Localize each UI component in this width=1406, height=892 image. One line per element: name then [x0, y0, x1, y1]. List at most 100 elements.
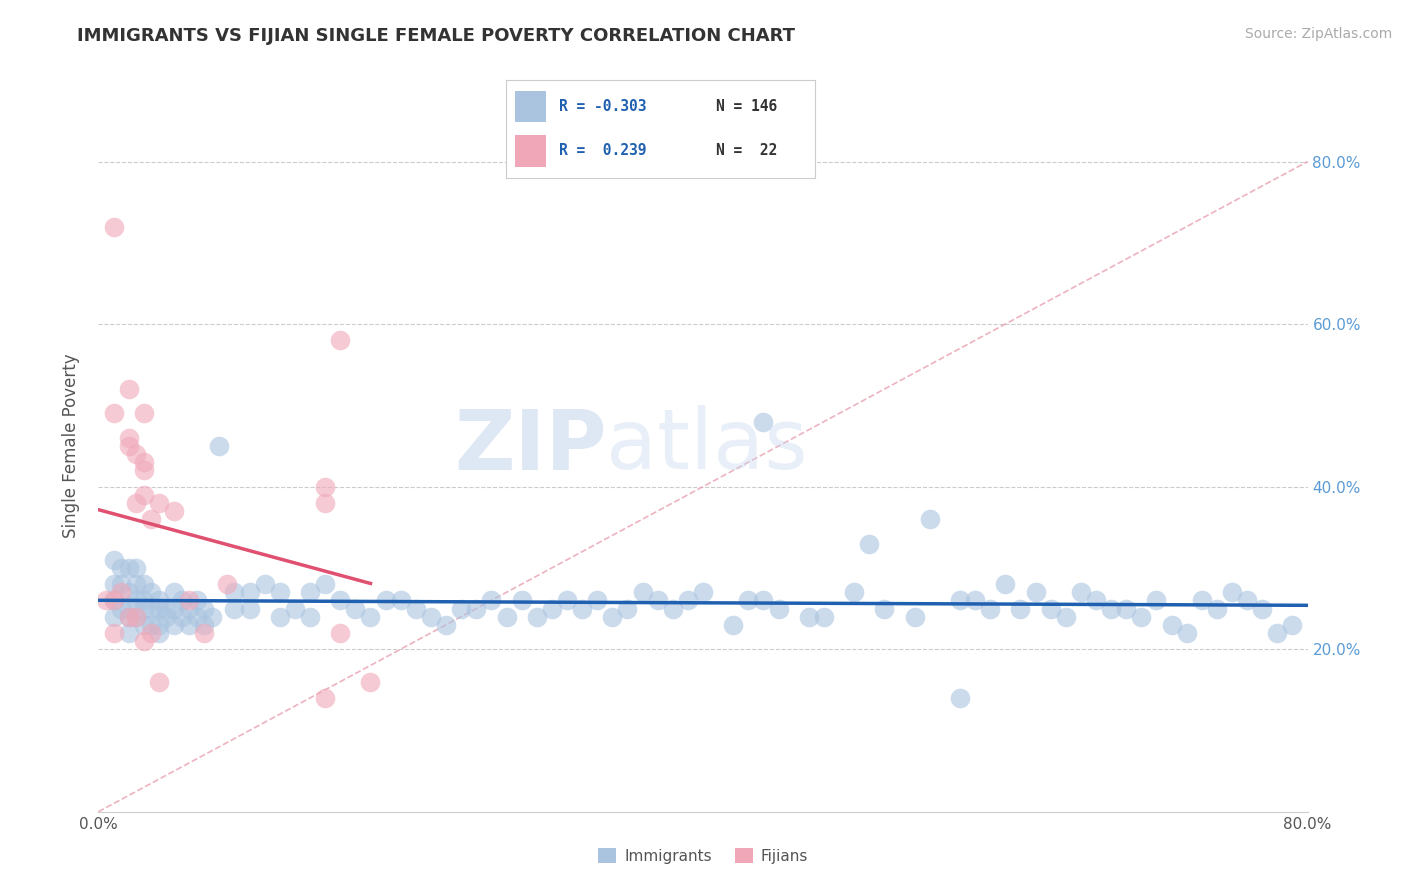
Point	[118, 439, 141, 453]
Point	[118, 609, 141, 624]
Point	[103, 577, 125, 591]
Point	[148, 674, 170, 689]
Point	[737, 593, 759, 607]
Point	[239, 601, 262, 615]
Point	[125, 561, 148, 575]
Point	[752, 415, 775, 429]
Point	[450, 601, 472, 615]
Point	[314, 577, 336, 591]
Point	[132, 463, 155, 477]
Point	[148, 496, 170, 510]
Point	[314, 496, 336, 510]
Point	[132, 455, 155, 469]
Text: ZIP: ZIP	[454, 406, 606, 486]
Point	[918, 512, 941, 526]
Point	[186, 593, 208, 607]
Point	[118, 585, 141, 599]
Point	[132, 634, 155, 648]
Text: R = -0.303: R = -0.303	[558, 99, 647, 114]
Point	[858, 536, 880, 550]
Point	[314, 690, 336, 705]
Point	[224, 601, 246, 615]
Point	[965, 593, 987, 607]
Point	[148, 593, 170, 607]
Point	[193, 601, 215, 615]
Point	[994, 577, 1017, 591]
Point	[193, 617, 215, 632]
Point	[420, 609, 443, 624]
Point	[253, 577, 276, 591]
Legend: Immigrants, Fijians: Immigrants, Fijians	[592, 842, 814, 870]
Point	[269, 585, 291, 599]
Point	[125, 609, 148, 624]
Point	[949, 690, 972, 705]
Text: N =  22: N = 22	[717, 144, 778, 159]
Point	[186, 609, 208, 624]
Point	[155, 609, 177, 624]
Point	[1267, 626, 1289, 640]
Point	[193, 626, 215, 640]
Point	[1251, 601, 1274, 615]
Point	[555, 593, 578, 607]
Point	[510, 593, 533, 607]
Point	[110, 585, 132, 599]
Point	[103, 609, 125, 624]
Point	[1175, 626, 1198, 640]
Point	[179, 617, 201, 632]
Point	[118, 431, 141, 445]
Point	[179, 593, 201, 607]
Point	[118, 626, 141, 640]
Point	[103, 593, 125, 607]
Bar	[516, 91, 547, 122]
Point	[141, 601, 163, 615]
Point	[132, 617, 155, 632]
Point	[125, 496, 148, 510]
Point	[495, 609, 517, 624]
Point	[103, 553, 125, 567]
Point	[141, 512, 163, 526]
Point	[141, 585, 163, 599]
Point	[405, 601, 427, 615]
Point	[94, 593, 117, 607]
Point	[148, 601, 170, 615]
Point	[752, 593, 775, 607]
Point	[299, 609, 322, 624]
Point	[979, 601, 1001, 615]
Point	[768, 601, 790, 615]
Point	[1206, 601, 1229, 615]
Point	[631, 585, 654, 599]
Point	[540, 601, 562, 615]
Point	[1085, 593, 1108, 607]
Point	[1054, 609, 1077, 624]
Point	[692, 585, 714, 599]
Point	[103, 219, 125, 234]
Point	[179, 601, 201, 615]
Point	[602, 609, 624, 624]
Point	[208, 439, 231, 453]
Text: Source: ZipAtlas.com: Source: ZipAtlas.com	[1244, 27, 1392, 41]
Point	[141, 626, 163, 640]
Text: N = 146: N = 146	[717, 99, 778, 114]
Point	[125, 593, 148, 607]
Point	[118, 382, 141, 396]
Point	[1160, 617, 1182, 632]
Point	[360, 609, 382, 624]
Point	[132, 601, 155, 615]
Point	[201, 609, 224, 624]
Point	[170, 609, 193, 624]
Text: IMMIGRANTS VS FIJIAN SINGLE FEMALE POVERTY CORRELATION CHART: IMMIGRANTS VS FIJIAN SINGLE FEMALE POVER…	[77, 27, 796, 45]
Point	[1024, 585, 1046, 599]
Point	[1070, 585, 1092, 599]
Point	[163, 601, 186, 615]
Point	[723, 617, 745, 632]
Point	[215, 577, 238, 591]
Point	[163, 585, 186, 599]
Point	[163, 617, 186, 632]
Point	[110, 601, 132, 615]
Point	[1144, 593, 1167, 607]
Point	[586, 593, 609, 607]
Text: R =  0.239: R = 0.239	[558, 144, 647, 159]
Point	[170, 593, 193, 607]
Point	[118, 561, 141, 575]
Point	[118, 609, 141, 624]
